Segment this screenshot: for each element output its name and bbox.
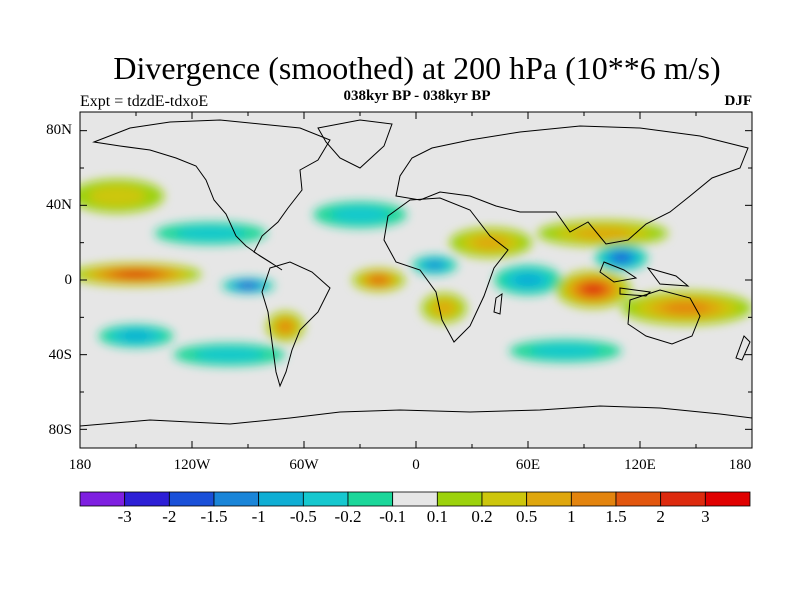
colorbar-box: [392, 491, 438, 507]
field-contour-south-asia: [573, 227, 632, 240]
coastlines: [80, 119, 752, 427]
field-contour-arabia: [472, 236, 509, 250]
field-contour-equatorial-atlantic: [371, 276, 387, 284]
field-contour-western-pacific: [663, 302, 710, 314]
coastline-africa: [383, 197, 509, 343]
divergence-field: [80, 179, 752, 366]
coastline-new-zealand: [735, 335, 751, 361]
colorbar-box: [124, 491, 170, 507]
coastline-antarctica: [80, 405, 752, 427]
lat-label-80n: 80N: [46, 122, 72, 138]
colorbar-label: 2: [656, 507, 665, 526]
colorbar-label: -1.5: [200, 507, 228, 526]
colorbar-label: 0.5: [516, 507, 538, 526]
lat-label-0: 0: [64, 272, 73, 288]
colorbar-box: [168, 491, 215, 507]
field-contour-south-china-sea: [613, 253, 629, 262]
axis-ticks: [79, 112, 753, 448]
field-contour-subtropical-north-pacific: [176, 226, 246, 241]
colorbar-label: 1: [567, 507, 576, 526]
field-contour-north-atlantic: [331, 206, 389, 223]
period-label: 038kyr BP - 038kyr BP: [343, 88, 491, 104]
coastline-australia: [627, 289, 701, 345]
coastline-maritime-continent: [599, 261, 690, 297]
season-label: DJF: [724, 93, 753, 109]
lon-label-0: 0: [412, 457, 420, 473]
colorbar: [79, 491, 751, 507]
experiment-label: Expt = tdzdE-tdxoE: [80, 93, 209, 110]
colorbar-box: [570, 491, 617, 507]
lon-label-180w: 180: [68, 457, 92, 473]
coastline-madagascar: [493, 292, 503, 315]
colorbar-label: -0.2: [334, 507, 362, 526]
field-contour-eastern-pacific: [241, 283, 255, 288]
field-contour-north-pacific: [88, 185, 147, 207]
colorbar-box: [481, 491, 528, 507]
colorbar-box: [79, 491, 126, 507]
lon-label-60w: 60W: [289, 457, 319, 473]
lat-label-80s: 80S: [48, 422, 72, 438]
lon-label-120w: 120W: [173, 457, 211, 473]
lon-label-120e: 120E: [624, 457, 656, 473]
colorbar-label: 0.1: [426, 507, 448, 526]
colorbar-box: [258, 491, 304, 507]
colorbar-label: -2: [162, 507, 177, 526]
coastline-eurasia: [395, 125, 749, 245]
divergence-blobs: [80, 179, 752, 366]
colorbar-box: [704, 491, 751, 507]
colorbar-label: 3: [701, 507, 710, 526]
colorbar-label: -1: [251, 507, 266, 526]
lon-label-60e: 60E: [515, 457, 541, 473]
plot-title: Divergence (smoothed) at 200 hPa (10**6 …: [113, 50, 721, 86]
field-contour-southeast-pacific: [194, 347, 264, 362]
field-contour-subtropical-south-america: [278, 321, 292, 332]
field-contour-southern-indian-ocean: [530, 344, 600, 358]
colorbar-box: [436, 491, 483, 507]
lat-label-40s: 40S: [48, 347, 72, 363]
colorbar-box: [526, 491, 572, 507]
field-contour-indian-ocean: [513, 273, 543, 287]
colorbar-box: [347, 491, 394, 507]
colorbar-label: 1.5: [605, 507, 627, 526]
coastline-south-america: [261, 261, 331, 388]
colorbar-label: -3: [117, 507, 132, 526]
lon-label-180e: 180: [728, 457, 752, 473]
coastline-north-america: [92, 119, 331, 271]
lat-label-40n: 40N: [46, 197, 72, 213]
colorbar-box: [302, 491, 349, 507]
colorbar-label: 0.2: [471, 507, 493, 526]
field-contour-west-africa: [426, 261, 443, 269]
colorbar-label: -0.5: [289, 507, 317, 526]
coastline-greenland: [317, 119, 393, 169]
colorbar-box: [615, 491, 662, 507]
field-contour-maritime-continent: [584, 284, 603, 294]
colorbar-box: [660, 491, 706, 507]
field-contour-southern-africa: [434, 301, 454, 315]
field-contour-central-pacific-itcz: [120, 271, 152, 278]
field-contour-south-pacific: [119, 331, 153, 341]
colorbar-box: [213, 491, 260, 507]
colorbar-label: -0.1: [379, 507, 407, 526]
